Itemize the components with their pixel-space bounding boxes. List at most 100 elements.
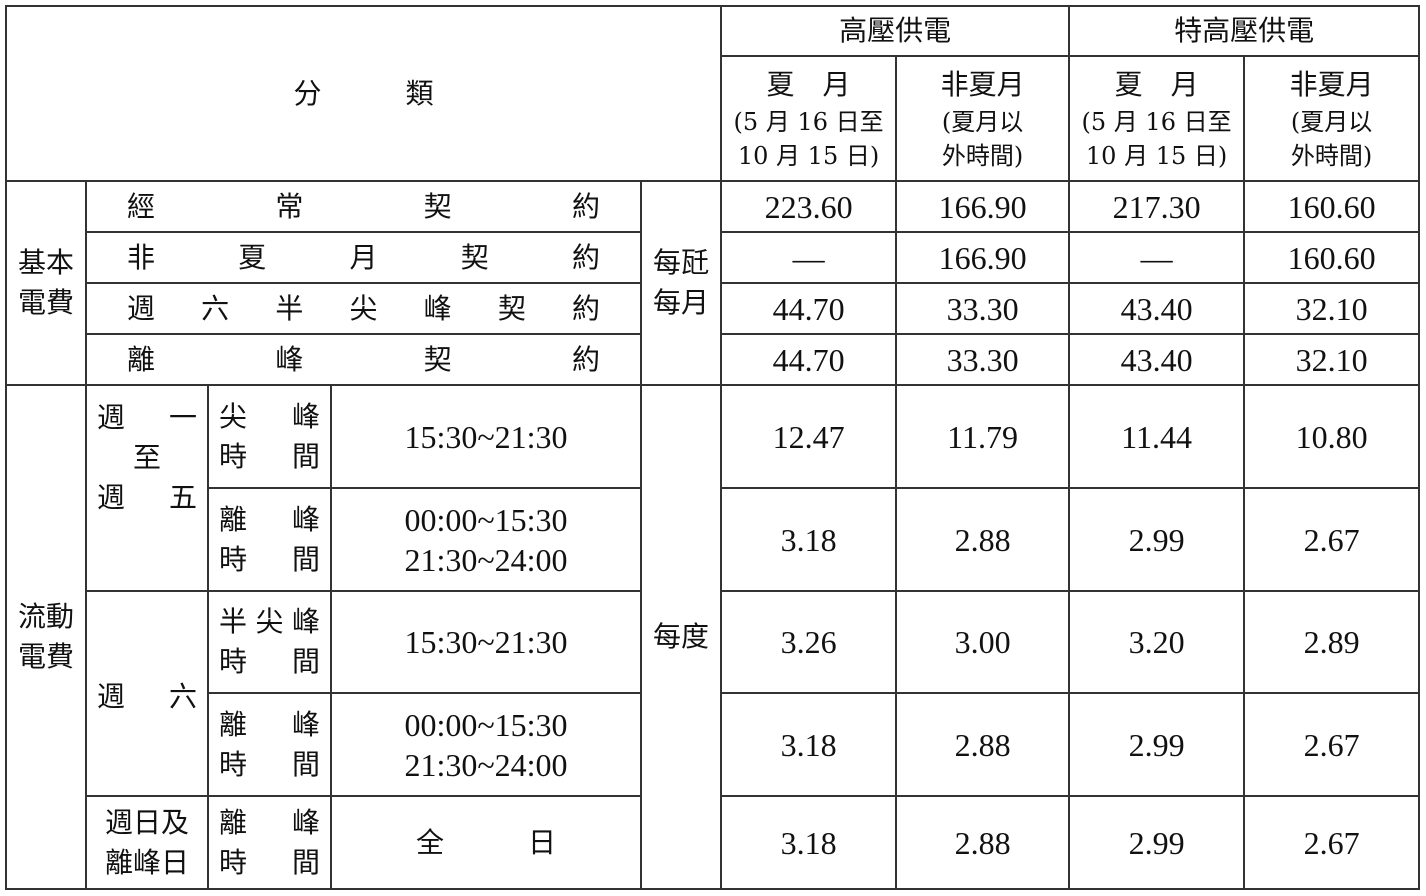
summer-period: 10 月 15 日) — [737, 141, 880, 170]
value-cell: 43.40 — [1068, 282, 1246, 335]
label-line: 離峰日 — [104, 845, 189, 879]
ehv-summer-header: 夏 月 (5 月 16 日至 10 月 15 日) — [1068, 55, 1246, 182]
value-cell: 3.26 — [720, 590, 898, 694]
value-cell: 2.88 — [895, 487, 1071, 592]
label-line: 時間 — [219, 645, 320, 678]
time-line: 00:00~15:30 — [404, 501, 568, 538]
label-line: 離峰 — [219, 502, 320, 536]
non-summer-period: 外時間) — [1290, 141, 1373, 170]
summer-label: 夏 月 — [766, 67, 851, 101]
label-line: 時間 — [219, 747, 320, 781]
period-label: 尖峰 時間 — [207, 384, 332, 489]
non-summer-period: (夏月以 — [941, 107, 1024, 136]
value-cell: 44.70 — [720, 333, 898, 386]
time-line: 21:30~24:00 — [404, 746, 568, 783]
label-line: 電費 — [17, 640, 74, 673]
table-row: 基本 電費 經常契約 每瓩 每月 223.60 166.90 217.30 160.… — [5, 180, 1421, 386]
value-cell: 44.70 — [720, 282, 898, 335]
contract-name: 非夏月契約 — [85, 231, 642, 284]
value-cell: 3.00 — [895, 590, 1071, 694]
value-cell: 43.40 — [1068, 333, 1246, 386]
value-cell: — — [720, 231, 898, 284]
label-line: 流動 — [17, 600, 74, 633]
saturday-label: 週 六 — [85, 590, 209, 797]
label-line: 週日及 — [104, 805, 189, 839]
high-voltage-header: 高壓供電 — [720, 5, 1071, 57]
label-line: 時間 — [219, 439, 320, 473]
value-cell: 160.60 — [1243, 180, 1421, 233]
table-row: 週六半尖峰契約 44.70 33.30 43.40 32.10 — [6, 282, 1421, 335]
sunday-offpeak-day-label: 週日及 離峰日 — [85, 795, 209, 890]
value-cell: 33.30 — [895, 282, 1071, 335]
non-summer-period: (夏月以 — [1290, 107, 1373, 136]
label-line: 時間 — [219, 845, 320, 879]
value-cell: 160.60 — [1243, 231, 1421, 284]
value-cell: 2.67 — [1243, 692, 1421, 797]
value-cell: — — [1068, 231, 1246, 284]
value-cell: 3.18 — [720, 487, 898, 592]
value-cell: 10.80 — [1243, 384, 1421, 489]
table-row: 流動電費 週 一至週 五 尖峰時間 15:30~21:30 每度 12.47 1… — [5, 384, 1421, 890]
time-line: 21:30~24:00 — [404, 541, 568, 578]
non-summer-label: 非夏月 — [1289, 67, 1374, 101]
contract-name: 離峰契約 — [85, 333, 642, 386]
value-cell: 166.90 — [895, 180, 1071, 233]
time-line: 全 日 — [415, 825, 556, 859]
label-line: 電費 — [17, 286, 74, 319]
weekday-label: 週 一至週 五 — [85, 384, 209, 592]
non-summer-period: 外時間) — [941, 141, 1024, 170]
time-range: 15:30~21:30 — [330, 384, 642, 489]
hv-summer-header: 夏 月 (5 月 16 日至 10 月 15 日) — [720, 55, 898, 182]
time-line: 15:30~21:30 — [404, 624, 568, 660]
time-range: 00:00~15:30 21:30~24:00 — [330, 692, 642, 797]
time-range: 15:30~21:30 — [330, 590, 642, 694]
label-line: 離峰 — [219, 805, 320, 839]
table-row: 離峰時間 00:00~15:30 21:30~24:00 3.18 2.88 2.… — [6, 692, 1421, 797]
summer-period: (5 月 16 日至 — [1081, 107, 1232, 136]
value-cell: 223.60 — [720, 180, 898, 233]
period-label: 離峰 時間 — [207, 487, 332, 592]
value-cell: 32.10 — [1243, 282, 1421, 335]
table-row: 週日及 離峰日 離峰 時間 全 日 3.18 2.88 2.99 2.67 — [6, 795, 1421, 890]
table-row: 週 六 半尖峰時間 15:30~21:30 3.26 3.00 3.20 2.8… — [6, 590, 1421, 797]
basic-unit: 每瓩 每月 — [639, 180, 723, 386]
summer-label: 夏 月 — [1114, 67, 1199, 101]
value-cell: 11.44 — [1068, 384, 1246, 489]
time-line: 00:00~15:30 — [404, 706, 568, 743]
value-cell: 33.30 — [895, 333, 1071, 386]
time-line: 15:30~21:30 — [404, 418, 568, 455]
label-line: 半尖峰 — [219, 605, 320, 638]
value-cell: 166.90 — [895, 231, 1071, 284]
flow-unit: 每度 — [639, 384, 723, 890]
value-cell: 2.88 — [895, 692, 1071, 797]
value-cell: 2.89 — [1243, 590, 1421, 694]
electricity-rate-table: 分 類 高壓供電 特高壓供電 夏 月 (5 月 16 日至 10 月 15 日) 非… — [4, 5, 1421, 890]
value-cell: 217.30 — [1068, 180, 1246, 233]
value-cell: 11.79 — [895, 384, 1071, 489]
value-cell: 2.99 — [1068, 487, 1246, 592]
period-label: 離峰 時間 — [207, 692, 332, 797]
label-line: 週 一 — [97, 401, 197, 434]
value-cell: 32.10 — [1243, 333, 1421, 386]
value-cell: 3.20 — [1068, 590, 1246, 694]
value-cell: 3.18 — [720, 795, 898, 890]
value-cell: 12.47 — [720, 384, 898, 489]
ehv-non-summer-header: 非夏月 (夏月以外時間) — [1243, 55, 1421, 182]
label-line: 尖峰 — [219, 399, 320, 433]
contract-name: 週六半尖峰契約 — [85, 282, 642, 335]
label-line: 至 — [132, 441, 161, 474]
label-line: 離峰 — [219, 707, 320, 741]
time-range: 全 日 — [330, 795, 642, 890]
value-cell: 2.67 — [1243, 795, 1421, 890]
basic-charge-label: 基本 電費 — [5, 180, 87, 386]
label-line: 週 五 — [97, 481, 197, 514]
unit-line: 每月 — [653, 286, 710, 319]
table-row: 非夏月契約 — 166.90 — 160.60 — [6, 231, 1421, 284]
value-cell: 2.99 — [1068, 795, 1246, 890]
value-cell: 3.18 — [720, 692, 898, 797]
unit-line: 每瓩 — [653, 246, 710, 279]
value-cell: 2.99 — [1068, 692, 1246, 797]
table-row: 離峰契約 44.70 33.30 43.40 32.10 — [6, 333, 1421, 386]
summer-period: (5 月 16 日至 — [733, 107, 884, 136]
table-row: 離峰 時間 00:00~15:30 21:30~24:00 3.18 2.88 2.… — [6, 487, 1421, 592]
